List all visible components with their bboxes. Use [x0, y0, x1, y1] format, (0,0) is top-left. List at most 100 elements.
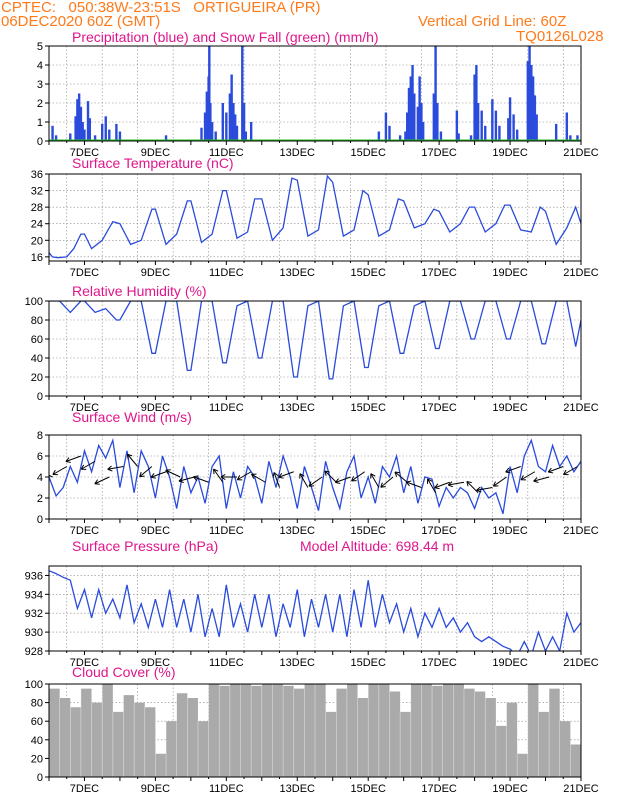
wind-arrow — [94, 476, 110, 485]
pressure-xtick-label: 17DEC — [421, 657, 457, 669]
precip-bar — [508, 97, 512, 141]
wind-arrow — [273, 472, 281, 488]
temperature-panel: 16 20 24 28 32 36 7DEC 9DEC 11DEC 13DEC 15DEC 17DEC… — [31, 169, 599, 279]
pressure-ytick-label: 930 — [25, 627, 43, 639]
humidity-xtick-label: 15DEC — [350, 402, 386, 414]
wind-arrow-head — [251, 473, 257, 479]
humidity-ytick-label: 60 — [31, 334, 43, 346]
wind-arrow-head — [533, 477, 539, 484]
temperature-line — [49, 174, 581, 259]
precip-xtick-label: 17DEC — [421, 147, 457, 159]
wind-arrow-head — [236, 475, 243, 481]
precip-bar — [241, 46, 244, 141]
wind-arrow — [406, 481, 422, 488]
precip-bar — [221, 103, 224, 141]
pressure-line — [49, 570, 581, 651]
precip-bar — [398, 135, 402, 141]
header-location: CPTEC: 050:38W-23:51S ORTIGUEIRA (PR) — [1, 0, 321, 16]
precip-bar — [51, 125, 54, 141]
wind-arrow-head — [165, 469, 171, 475]
cloud-ytick-label: 80 — [31, 698, 43, 710]
wind-arrow-head — [394, 471, 400, 477]
cloud-ytick-label: 40 — [31, 735, 43, 747]
cloud-ytick-label: 100 — [25, 679, 43, 691]
pressure-xtick-label: 15DEC — [350, 657, 386, 669]
precip-bar — [118, 131, 122, 141]
wind-arrow-head — [80, 464, 87, 470]
precip-bar — [88, 118, 91, 141]
wind-arrow-head — [476, 486, 482, 493]
precip-bar — [203, 112, 207, 141]
wind-arrow — [394, 471, 408, 483]
precip-ytick-label: 0 — [37, 136, 43, 148]
wind-arrow — [370, 473, 380, 488]
humidity-ytick-label: 20 — [31, 372, 43, 384]
precip-bar — [535, 114, 538, 141]
wind-arrow-head — [213, 468, 219, 475]
precip-bar — [565, 112, 569, 141]
wind-arrow-head — [547, 467, 554, 474]
cloud-xtick-label: 13DEC — [280, 783, 316, 795]
precip-bar — [531, 76, 535, 141]
precip-bar — [515, 129, 519, 141]
wind-arrow-head — [447, 481, 454, 488]
wind-ytick-label: 8 — [37, 430, 43, 442]
wind-arrow-head — [335, 478, 341, 484]
cloud-xtick-label: 11DEC — [209, 783, 244, 795]
temperature-ytick-label: 32 — [31, 186, 43, 198]
humidity-ytick-label: 100 — [25, 296, 43, 308]
pressure-xtick-label: 11DEC — [209, 657, 244, 669]
cloud-xtick-label: 21DEC — [563, 783, 599, 795]
temperature-ytick-label: 24 — [31, 219, 43, 231]
precip-xtick-label: 9DEC — [141, 147, 170, 159]
precip-bar — [115, 123, 118, 141]
precip-bar — [491, 99, 494, 141]
cloud-ytick-label: 0 — [37, 772, 43, 784]
wind-arrow-head — [466, 480, 472, 487]
wind-arrow — [165, 469, 181, 478]
wind-arrow-head — [426, 478, 433, 484]
wind-xtick-label: 11DEC — [209, 525, 244, 537]
pressure-ytick-label: 932 — [25, 608, 43, 620]
wind-arrow — [466, 481, 479, 494]
precip-xtick-label: 11DEC — [209, 147, 244, 159]
pressure-plot-area — [49, 570, 581, 651]
wind-arrow — [476, 487, 493, 491]
wind-arrow — [520, 471, 536, 481]
precip-xtick-label: 7DEC — [70, 147, 99, 159]
precip-bar — [225, 112, 228, 141]
wind-arrow — [548, 466, 564, 473]
precip-bar — [413, 93, 416, 141]
header-model-id: TQ0126L028 — [516, 28, 604, 45]
humidity-ytick-label: 0 — [37, 391, 43, 403]
precip-bar — [208, 46, 211, 141]
precip-bar — [81, 122, 84, 141]
wind-xtick-label: 21DEC — [563, 525, 599, 537]
precip-bar — [494, 110, 498, 141]
pressure-xtick-label: 21DEC — [563, 657, 599, 669]
precip-bar — [388, 125, 391, 141]
precip-ytick-label: 1 — [37, 117, 43, 129]
wind-line — [49, 437, 581, 515]
precip-bar — [76, 99, 79, 141]
humidity-ytick-label: 80 — [31, 315, 43, 327]
wind-arrow — [563, 466, 578, 475]
precip-bar — [457, 133, 460, 141]
cloud-xtick-label: 9DEC — [141, 783, 170, 795]
precip-bar — [74, 116, 77, 141]
wind-arrow-head — [107, 465, 113, 472]
precip-bar — [232, 103, 235, 141]
precip-xtick-label: 19DEC — [492, 147, 528, 159]
humidity-title: Relative Humidity (%) — [72, 283, 207, 299]
precip-bar — [69, 133, 72, 141]
wind-arrow — [493, 476, 507, 487]
wind-arrow-head — [563, 469, 569, 476]
temperature-ytick-label: 20 — [31, 235, 43, 247]
precip-bar — [234, 114, 237, 141]
precip-bar — [530, 65, 533, 141]
humidity-xtick-label: 19DEC — [492, 402, 528, 414]
cloud-title: Cloud Cover (%) — [72, 664, 176, 680]
pressure-xtick-label: 19DEC — [492, 657, 528, 669]
wind-arrow-head — [65, 457, 71, 463]
wind-arrow — [335, 476, 351, 483]
